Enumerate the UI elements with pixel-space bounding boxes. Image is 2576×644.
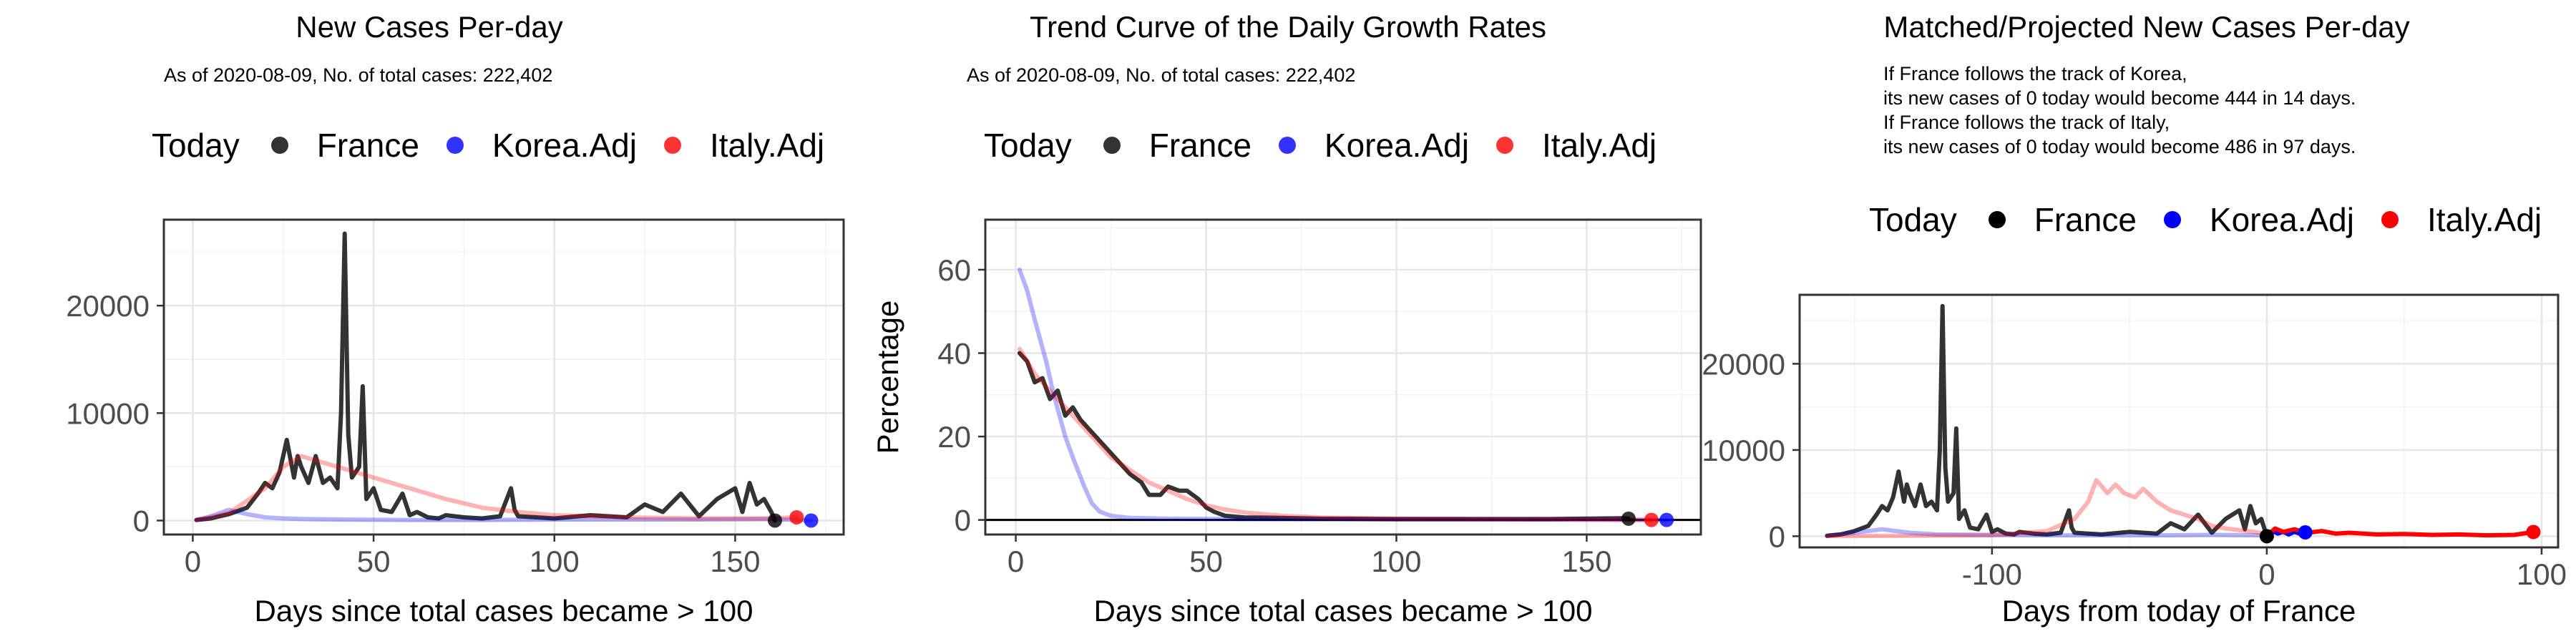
y-tick-label: 60 (937, 253, 971, 287)
y-tick-label: 40 (937, 336, 971, 370)
x-tick-label: 150 (710, 545, 760, 578)
x-tick-label: 50 (357, 545, 391, 578)
plot-area-3: -100 0 100 0 10000 20000 Days from today of Fr… (1702, 293, 2567, 628)
legend-item-france: France (270, 126, 419, 165)
today-point-korea-adj (1659, 512, 1674, 527)
panel-matched-projected: Matched/Projected New Cases Per-day If F… (1717, 0, 2576, 644)
legend-item-italy: Italy.Adj (1496, 126, 1657, 165)
x-tick-label: 100 (530, 545, 580, 578)
legend-item-france: France (1103, 126, 1252, 165)
series-line-france (1017, 351, 1631, 522)
series-line-italy-adj-projected (2264, 526, 2536, 539)
series-line-korea-adj (1017, 267, 1669, 522)
legend: Today France Korea.Adj Italy.Adj (984, 126, 1684, 165)
series-line-korea-adj (1825, 527, 2269, 538)
legend-label: France (316, 127, 419, 164)
panel-border (162, 218, 845, 536)
legend-title: Today (984, 127, 1072, 164)
y-tick-label: 20 (937, 420, 971, 454)
panel-growth-rates: Trend Curve of the Daily Growth Rates As… (859, 0, 1717, 644)
legend-dot-france (1103, 137, 1121, 154)
today-point-france (1621, 511, 1636, 526)
series-line-italy-adj (194, 454, 799, 522)
today-point-france (2259, 529, 2274, 544)
y-axis-label: Percentage (871, 301, 904, 454)
x-tick-label: -100 (1962, 557, 2022, 591)
legend-dot-italy (663, 137, 681, 154)
panel-new-cases: New Cases Per-day As of 2020-08-09, No. … (0, 0, 859, 644)
legend-item-italy: Italy.Adj (2381, 200, 2542, 239)
series-line-italy-adj (1017, 346, 1654, 522)
legend-dot-korea (446, 137, 464, 154)
panel-border (984, 218, 1702, 536)
legend: Today France Korea.Adj Italy.Adj (152, 126, 852, 165)
legend-dot-korea (1278, 137, 1296, 154)
y-tick-label: 20000 (66, 289, 150, 323)
today-point-france (767, 513, 782, 528)
y-tick-label: 10000 (66, 396, 150, 430)
legend-label: France (2034, 201, 2137, 238)
legend-title: Today (1869, 201, 1957, 238)
y-tick-label: 20000 (1702, 347, 1785, 381)
legend-item-korea: Korea.Adj (446, 126, 637, 165)
legend-dot-italy (1496, 137, 1513, 154)
x-tick-label: 0 (1008, 545, 1024, 578)
today-point-korea-adj (2298, 525, 2313, 540)
x-axis-label: Days since total cases became > 100 (1094, 594, 1593, 628)
x-axis-label: Days from today of France (2002, 594, 2356, 628)
legend-label: Italy.Adj (2426, 201, 2542, 238)
series-line-korea-adj (194, 507, 814, 523)
x-tick-label: 100 (2517, 557, 2567, 591)
chart-subtitle: As of 2020-08-09, No. of total cases: 22… (164, 64, 553, 86)
y-tick-label: 0 (1769, 519, 1785, 553)
today-point-italy-adj (2526, 525, 2541, 540)
series-line-france (1825, 303, 2269, 539)
legend-dot-italy (2381, 211, 2399, 228)
chart-subtitle: If France follows the track of Korea, it… (1883, 63, 2356, 157)
x-tick-label: 150 (1561, 545, 1611, 578)
series-line-france (194, 231, 777, 523)
legend-item-korea: Korea.Adj (1278, 126, 1469, 165)
legend-label: Korea.Adj (1324, 127, 1469, 164)
today-point-italy-adj (1644, 512, 1659, 527)
legend-dot-korea (2163, 211, 2181, 228)
legend-label: France (1148, 127, 1252, 164)
legend-item-korea: Korea.Adj (2163, 200, 2354, 239)
x-tick-label: 0 (185, 545, 201, 578)
plot-area-1: 0 50 100 150 0 10000 20000 Days since total cas… (66, 218, 845, 628)
y-tick-label: 0 (955, 504, 971, 537)
today-point-italy-adj (789, 509, 804, 525)
y-tick-label: 10000 (1702, 434, 1785, 467)
legend-item-france: France (1988, 200, 2137, 239)
x-tick-label: 100 (1371, 545, 1421, 578)
legend-label: Italy.Adj (709, 127, 825, 164)
x-tick-label: 0 (2258, 557, 2275, 591)
legend: Today France Korea.Adj Italy.Adj (1869, 200, 2569, 239)
y-tick-label: 0 (133, 504, 150, 537)
panel-border (1798, 293, 2560, 549)
legend-label: Korea.Adj (492, 127, 637, 164)
legend-label: Korea.Adj (2209, 201, 2354, 238)
today-point-korea-adj (804, 513, 819, 528)
x-axis-label: Days since total cases became > 100 (255, 594, 753, 628)
plot-area-2: 0 50 100 150 0 20 40 60 Days since total cases b… (871, 218, 1702, 628)
legend-title: Today (152, 127, 240, 164)
legend-item-italy: Italy.Adj (663, 126, 825, 165)
chart-title: Trend Curve of the Daily Growth Rates (1029, 10, 1547, 44)
chart-subtitle: As of 2020-08-09, No. of total cases: 22… (967, 64, 1356, 86)
legend-dot-france (270, 137, 288, 154)
legend-dot-france (1988, 211, 2006, 228)
x-tick-label: 50 (1189, 545, 1223, 578)
legend-label: Italy.Adj (1541, 127, 1657, 164)
chart-title: New Cases Per-day (296, 10, 563, 44)
series-line-italy-adj (1825, 478, 2269, 539)
chart-title: Matched/Projected New Cases Per-day (1883, 10, 2410, 44)
